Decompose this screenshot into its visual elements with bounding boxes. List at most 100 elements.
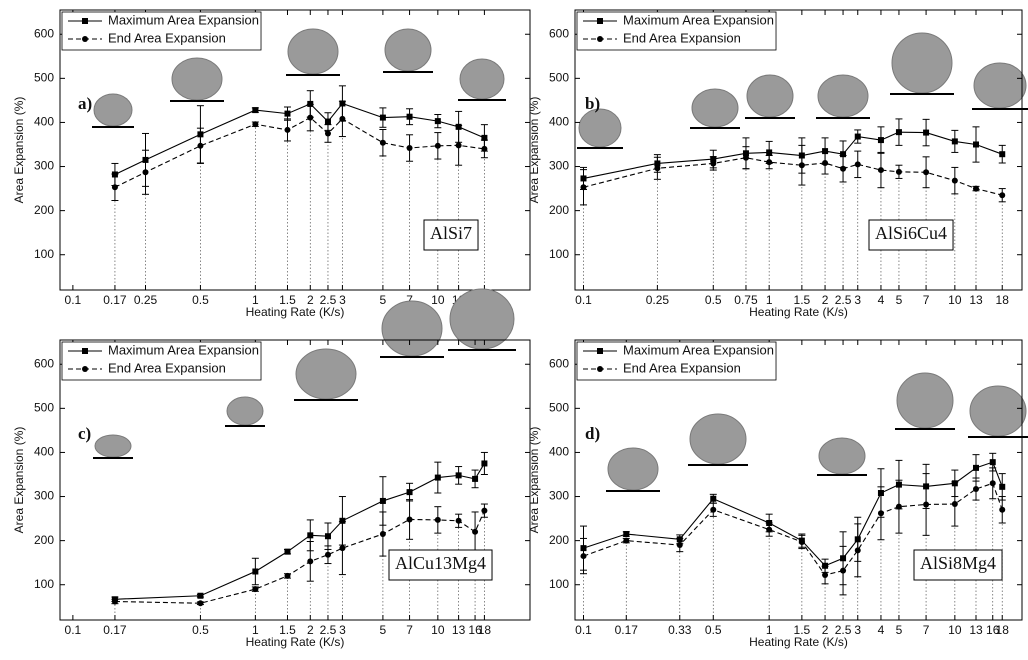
x-tick-label: 13 [969, 293, 983, 307]
x-tick-label: 0.1 [65, 293, 82, 307]
x-tick-label: 3 [339, 623, 346, 637]
y-axis-label: Area Expansion (%) [527, 97, 541, 204]
legend-marker [597, 18, 603, 24]
y-tick-label: 100 [34, 577, 54, 591]
y-tick-label: 300 [34, 489, 54, 503]
marker [877, 510, 884, 517]
droplet-photo [969, 385, 1027, 437]
x-tick-label: 2 [307, 623, 314, 637]
marker [434, 516, 441, 523]
marker [111, 184, 118, 191]
y-tick-label: 400 [34, 115, 54, 129]
marker [972, 141, 979, 148]
x-tick-label: 1 [766, 293, 773, 307]
x-tick-label: 1.5 [279, 623, 296, 637]
legend-label: Maximum Area Expansion [623, 342, 774, 357]
x-tick-label: 2 [822, 293, 829, 307]
marker [481, 134, 488, 141]
panel-label: a) [78, 94, 92, 113]
x-tick-label: 5 [896, 293, 903, 307]
marker [822, 572, 829, 579]
alloy-box [913, 549, 1003, 581]
plot-frame [59, 9, 531, 291]
legend-marker [82, 366, 88, 372]
droplet-photo [93, 93, 133, 127]
marker [766, 159, 773, 166]
x-tick-label: 3 [854, 293, 861, 307]
marker [742, 154, 749, 161]
legend: Maximum Area Expansion End Area Expansion [576, 11, 777, 51]
x-tick-label: 0.17 [615, 623, 639, 637]
legend-marker [82, 36, 88, 42]
series-line [583, 461, 1003, 567]
x-tick-label: 16 [468, 623, 482, 637]
marker [989, 459, 996, 466]
marker [877, 167, 884, 174]
marker [840, 567, 847, 574]
marker [307, 532, 314, 539]
marker [580, 184, 587, 191]
series-line [114, 102, 485, 175]
x-tick-label: 10 [948, 623, 962, 637]
y-tick-label: 200 [549, 203, 569, 217]
legend-label: End Area Expansion [623, 360, 741, 375]
plot-frame [574, 339, 1023, 621]
x-tick-label: 1 [766, 623, 773, 637]
droplet-photo [384, 28, 432, 72]
marker [623, 531, 630, 538]
x-axis-label: Heating Rate (K/s) [749, 305, 848, 319]
marker [710, 160, 717, 167]
y-tick-label: 500 [549, 71, 569, 85]
marker [434, 118, 441, 125]
marker [972, 185, 979, 192]
marker [307, 558, 314, 565]
y-axis-label: Area Expansion (%) [12, 427, 26, 534]
marker [798, 538, 805, 545]
y-tick-label: 100 [549, 247, 569, 261]
marker [406, 145, 413, 152]
x-axis-label: Heating Rate (K/s) [246, 635, 345, 649]
alloy-box [868, 219, 954, 251]
x-tick-label: 0.25 [646, 293, 670, 307]
marker [798, 162, 805, 169]
x-tick-label: 4 [878, 623, 885, 637]
legend-marker [597, 366, 603, 372]
legend-box [576, 11, 777, 51]
marker [989, 480, 996, 487]
x-tick-label: 5 [380, 623, 387, 637]
x-tick-label: 0.5 [705, 623, 722, 637]
x-tick-label: 16 [986, 623, 1000, 637]
marker [284, 548, 291, 555]
y-tick-label: 500 [34, 401, 54, 415]
x-tick-label: 0.17 [103, 293, 127, 307]
marker [822, 148, 829, 155]
series-line [114, 116, 485, 188]
y-axis-label: Area Expansion (%) [12, 97, 26, 204]
legend: Maximum Area Expansion End Area Expansion [61, 341, 262, 381]
marker [580, 553, 587, 560]
x-tick-label: 2.5 [835, 293, 852, 307]
legend-label: Maximum Area Expansion [108, 342, 259, 357]
x-axis-label: Heating Rate (K/s) [749, 635, 848, 649]
x-tick-label: 3 [339, 293, 346, 307]
marker [455, 472, 462, 479]
marker [951, 177, 958, 184]
marker [379, 139, 386, 146]
legend-box [61, 11, 262, 51]
y-tick-label: 500 [34, 71, 54, 85]
marker [999, 506, 1006, 513]
legend-label: End Area Expansion [108, 360, 226, 375]
alloy-label: AlSi7 [430, 223, 472, 243]
marker [972, 486, 979, 493]
marker [766, 526, 773, 533]
legend: Maximum Area Expansion End Area Expansion [61, 11, 262, 51]
y-axis-label: Area Expansion (%) [527, 427, 541, 534]
marker [284, 110, 291, 117]
y-tick-label: 400 [549, 115, 569, 129]
panel: 100 200 300 400 500 600 0.1 0.17 0.33 0.5 1 1.5 2 2.5… [527, 339, 1028, 649]
x-tick-label: 5 [896, 623, 903, 637]
marker [324, 118, 331, 125]
droplet-photo [891, 32, 953, 94]
droplet-photo [818, 437, 866, 475]
